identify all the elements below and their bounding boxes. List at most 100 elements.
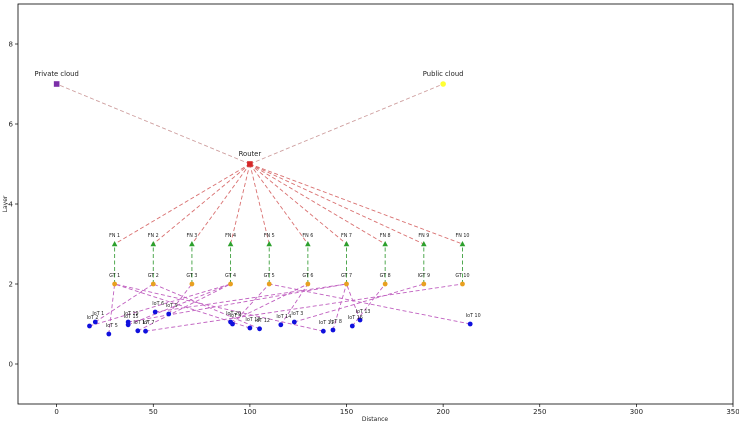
node-iot16 (349, 323, 355, 329)
label-gt5: GT 5 (264, 273, 275, 279)
label-iot13: IoT 13 (356, 309, 371, 315)
node-gt3 (189, 281, 195, 287)
label-fn10: FN 10 (455, 233, 469, 239)
plot-frame (17, 3, 734, 405)
label-gt3: GT 3 (186, 273, 197, 279)
edge-iot18-gt1 (114, 283, 251, 329)
label-iot6: IoT 6 (152, 301, 164, 307)
label-public: Public cloud (423, 70, 464, 78)
nodes-layer (53, 81, 473, 337)
node-gt1 (112, 281, 118, 287)
label-iot8: IoT 8 (330, 319, 342, 325)
edge-iot2-gt4 (89, 283, 231, 327)
node-iot12 (257, 326, 262, 332)
node-iot11 (320, 328, 326, 334)
label-gt1: GT 1 (109, 273, 120, 279)
x-tick-label-350: 350 (726, 408, 739, 416)
edge-iot1-gt2 (95, 283, 154, 323)
node-gt9 (421, 281, 427, 287)
edge-iot14-gt6 (280, 283, 309, 326)
node-iot8 (330, 327, 336, 333)
label-fn3: FN 3 (186, 233, 197, 239)
edge-router-fn5 (249, 163, 270, 245)
node-fn1 (111, 241, 118, 247)
edge-router-private (56, 83, 251, 165)
y-tick-label-0: 0 (9, 361, 13, 369)
edge-router-fn9 (249, 163, 424, 245)
labels-layer: Private cloud Public cloud Router FN 1 FN 2 F… (35, 70, 481, 329)
label-iot4: IoT 4 (230, 313, 242, 319)
edge-router-fn8 (249, 163, 386, 245)
node-fn7 (343, 241, 350, 247)
node-private (53, 81, 60, 87)
node-fn5 (266, 241, 273, 247)
label-iot14: IoT 14 (276, 314, 291, 320)
label-private: Private cloud (35, 70, 79, 78)
edge-router-fn6 (249, 163, 309, 245)
label-fn2: FN 2 (148, 233, 159, 239)
node-iot3 (291, 319, 297, 325)
node-iot14 (278, 322, 284, 328)
label-fn6: FN 6 (302, 233, 313, 239)
label-gt6: GT 6 (302, 273, 313, 279)
node-iot2 (87, 323, 92, 329)
y-tick-label-2: 2 (9, 281, 13, 289)
node-iot6 (152, 309, 158, 315)
node-iot5 (106, 331, 112, 337)
x-tick-label-300: 300 (630, 408, 643, 416)
label-router: Router (239, 150, 262, 158)
label-iot5: IoT 5 (106, 323, 118, 329)
x-tick-label-100: 100 (243, 408, 256, 416)
label-fn8: FN 8 (380, 233, 391, 239)
x-tick-label-50: 50 (149, 408, 158, 416)
edge-iot16-gt8 (351, 283, 386, 327)
edge-iot11-gt1 (114, 283, 324, 332)
y-tick-label-4: 4 (9, 201, 14, 209)
node-fn10 (459, 241, 466, 247)
edge-router-fn7 (249, 163, 347, 245)
edge-iot19-gt7 (128, 283, 347, 323)
label-gt10: GT 10 (455, 273, 469, 279)
node-iot18 (247, 325, 253, 331)
label-iot10: IoT 10 (466, 313, 481, 319)
node-iot7 (143, 328, 148, 334)
label-iot20: IoT 20 (226, 311, 241, 317)
label-iot3: IoT 3 (291, 311, 303, 317)
x-tick-label-0: 0 (54, 408, 58, 416)
node-gt5 (266, 281, 272, 287)
node-iot9 (166, 311, 172, 317)
node-router (247, 161, 253, 167)
node-gt4 (228, 281, 233, 287)
node-fn8 (382, 241, 388, 247)
node-gt6 (305, 281, 311, 287)
label-iot1: IoT 1 (92, 311, 104, 317)
node-fn3 (189, 241, 195, 247)
node-iot10 (467, 321, 473, 327)
edge-router-fn3 (191, 163, 251, 245)
node-iot17 (135, 328, 141, 334)
node-public (440, 81, 446, 87)
edge-router-fn1 (114, 163, 251, 245)
node-gt7 (344, 281, 349, 287)
x-axis-ticks: 0 50 100 150 200 250 300 350 (54, 404, 739, 416)
x-axis-label: Distance (362, 416, 389, 423)
edge-iot3-gt9 (294, 283, 424, 323)
x-tick-label-200: 200 (436, 408, 449, 416)
node-fn2 (150, 241, 157, 247)
label-iot16: IoT 16 (348, 315, 363, 321)
node-fn9 (421, 241, 427, 247)
y-tick-label-6: 6 (9, 121, 14, 129)
edge-iot17-gt4 (137, 283, 231, 332)
node-gt2 (150, 281, 156, 287)
edge-iot5-gt1 (108, 283, 116, 335)
edge-iot10-gt5 (269, 283, 471, 325)
edge-iot15-gt4 (127, 283, 231, 326)
y-axis-label: Layer (2, 195, 9, 212)
edges-layer (56, 83, 471, 335)
edge-router-fn10 (249, 163, 463, 245)
label-fn4: FN 4 (225, 233, 236, 239)
label-iot9: IoT 9 (166, 303, 178, 309)
node-iot19 (125, 319, 131, 325)
y-axis-ticks: 0 2 4 6 8 (9, 41, 18, 369)
